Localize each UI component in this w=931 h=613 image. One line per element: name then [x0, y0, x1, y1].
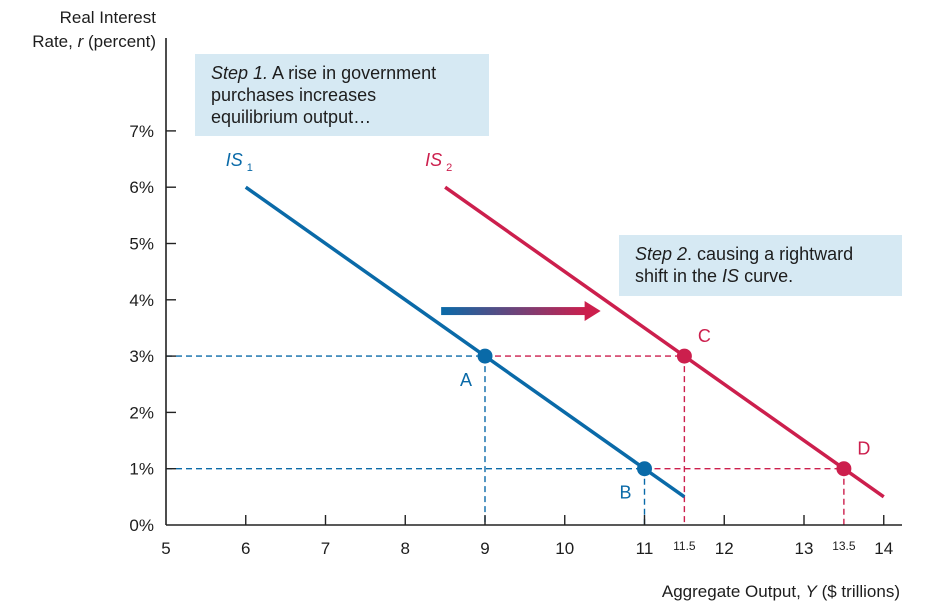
y-axis-label-line-1: Real Interest: [59, 8, 156, 27]
is-curve-2: [444, 185, 885, 499]
step-2-line-2: shift in the IS curve.: [635, 265, 888, 287]
step-2-callout: Step 2. causing a rightward shift in the…: [619, 235, 902, 296]
x-tick-label: 7: [321, 539, 330, 558]
is-curve-label-subscript-1: 1: [247, 162, 253, 174]
point-a: [477, 348, 493, 364]
point-label-a: A: [460, 370, 472, 390]
y-tick-label: 3%: [129, 347, 154, 366]
shift-arrow-head: [584, 301, 601, 322]
x-axis-label-variable: Y: [805, 582, 817, 601]
point-label-c: C: [698, 326, 711, 346]
is-curve-label-1: IS: [226, 150, 243, 170]
x-tick-label-small: 11.5: [673, 539, 696, 553]
step-2-text-2-italic: IS: [722, 266, 740, 286]
x-axis-label: Aggregate Output, Y ($ trillions): [662, 582, 900, 602]
y-axis-label-suffix: (percent): [83, 32, 156, 51]
y-tick-label: 6%: [129, 178, 154, 197]
x-tick-label: 10: [555, 539, 574, 558]
step-2-text-1: . causing a rightward: [687, 244, 854, 264]
is-curve-label-2: IS: [425, 150, 442, 170]
x-tick-label: 9: [480, 539, 489, 558]
is-curve-label-subscript-2: 2: [446, 162, 452, 174]
guide-lines: [166, 355, 845, 525]
series-lines: [244, 185, 885, 499]
step-1-title: Step 1.: [211, 63, 269, 83]
y-tick-label: 5%: [129, 235, 154, 254]
x-tick-label: 5: [161, 539, 170, 558]
y-tick-label: 4%: [129, 291, 154, 310]
step-2-line-1: Step 2. causing a rightward: [635, 243, 888, 265]
x-tick-label-small: 13.5: [832, 539, 856, 553]
x-axis-label-suffix: ($ trillions): [816, 582, 900, 601]
step-2-text-2-prefix: shift in the: [635, 266, 723, 286]
y-axis-label-variable: r: [77, 32, 84, 51]
point-c: [676, 348, 692, 364]
axes: [165, 38, 902, 526]
x-tick-label: 11: [636, 539, 654, 558]
shift-arrow: [441, 301, 601, 322]
x-tick-label: 8: [401, 539, 410, 558]
curve-labels: IS 1 IS 2 A B C D: [226, 150, 871, 503]
x-tick-label: 13: [795, 539, 814, 558]
y-axis-label-line-2: Rate, r (percent): [32, 30, 156, 54]
equilibrium-points: [477, 348, 852, 477]
shift-arrow-shaft: [441, 307, 587, 316]
x-tick-label: 12: [715, 539, 734, 558]
x-tick-label: 14: [874, 539, 893, 558]
point-b: [637, 461, 652, 477]
y-tick-label: 7%: [129, 122, 154, 141]
step-1-text-1: A rise in government: [268, 63, 437, 83]
step-2-title: Step 2: [635, 244, 688, 264]
y-tick-label: 1%: [129, 460, 154, 479]
y-axis-label: Real Interest Rate, r (percent): [32, 6, 156, 54]
x-axis-label-prefix: Aggregate Output,: [661, 582, 806, 601]
y-tick-label: 0%: [129, 516, 154, 535]
step-1-line-3: equilibrium output…: [211, 107, 372, 127]
point-label-b: B: [619, 483, 631, 503]
step-1-callout: Step 1. A rise in government purchases i…: [195, 54, 489, 136]
y-axis-label-prefix: Rate,: [32, 32, 78, 51]
step-1-line-2: purchases increases: [211, 85, 377, 105]
x-tick-label: 6: [241, 539, 250, 558]
step-1-line-1: Step 1. A rise in government: [211, 62, 475, 84]
point-label-d: D: [857, 439, 870, 459]
step-2-text-2-suffix: curve.: [739, 266, 794, 286]
y-tick-label: 2%: [129, 403, 154, 422]
is-curve-1: [244, 185, 686, 499]
point-d: [836, 461, 852, 477]
